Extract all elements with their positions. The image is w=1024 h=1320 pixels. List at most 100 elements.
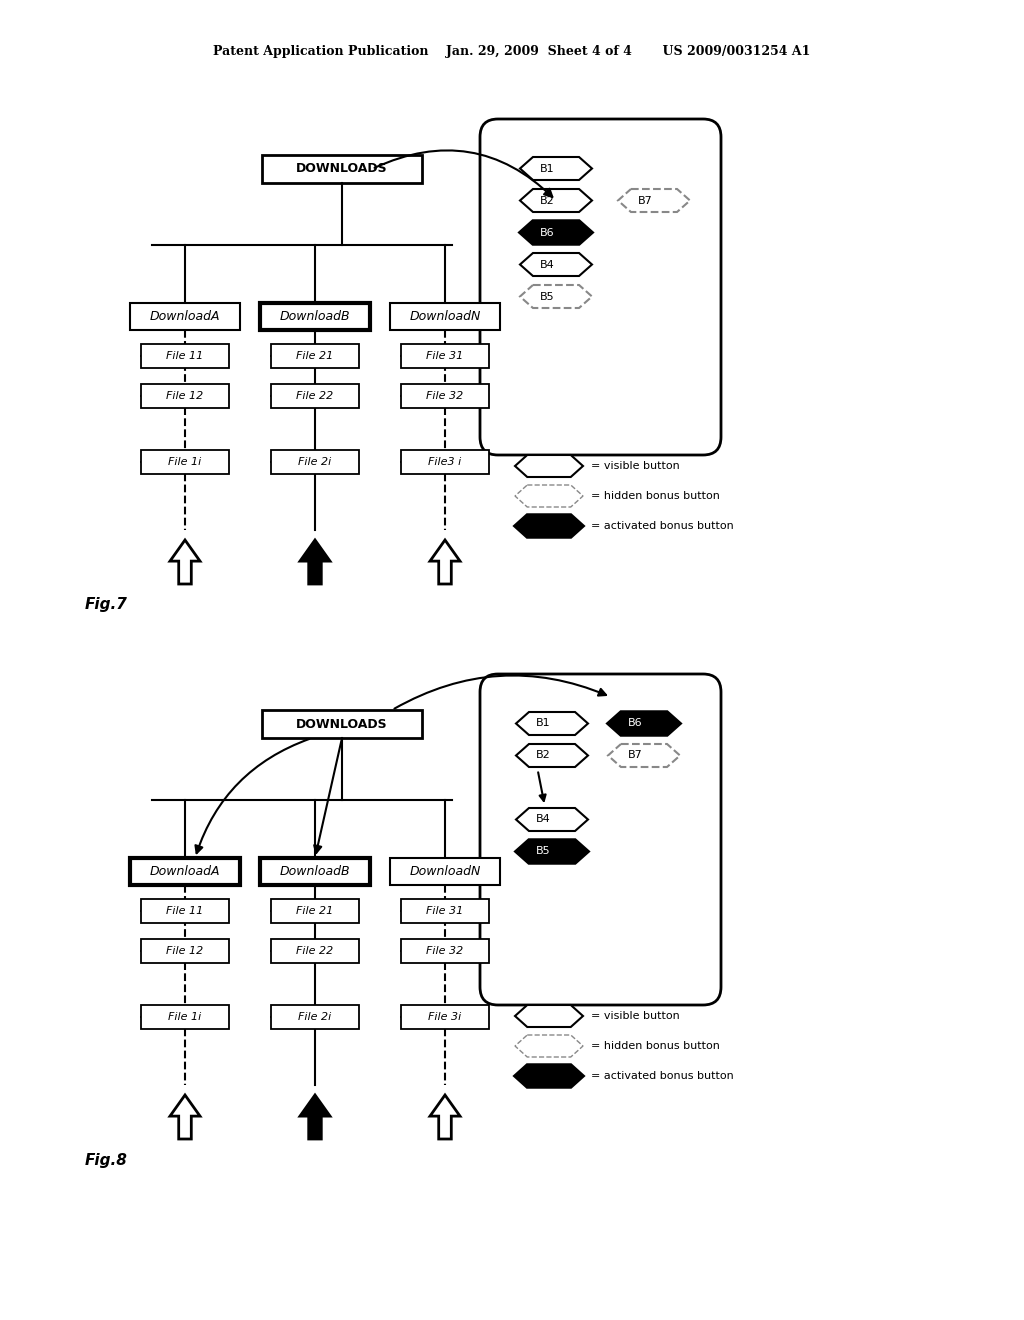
FancyBboxPatch shape <box>401 345 489 368</box>
Text: DownloadB: DownloadB <box>280 310 350 323</box>
FancyBboxPatch shape <box>141 939 229 964</box>
Polygon shape <box>520 220 592 244</box>
Text: File 22: File 22 <box>296 391 334 401</box>
Polygon shape <box>515 515 583 537</box>
Text: File 11: File 11 <box>166 351 204 360</box>
Polygon shape <box>170 540 200 583</box>
Text: B6: B6 <box>628 718 643 729</box>
FancyBboxPatch shape <box>401 939 489 964</box>
Text: File 12: File 12 <box>166 391 204 401</box>
Polygon shape <box>170 1096 200 1139</box>
Text: DownloadN: DownloadN <box>410 310 480 323</box>
Polygon shape <box>515 1005 583 1027</box>
FancyBboxPatch shape <box>401 899 489 923</box>
Polygon shape <box>520 285 592 308</box>
FancyBboxPatch shape <box>260 304 370 330</box>
Polygon shape <box>515 1065 583 1086</box>
FancyBboxPatch shape <box>271 345 359 368</box>
FancyBboxPatch shape <box>141 899 229 923</box>
FancyBboxPatch shape <box>390 304 500 330</box>
Text: DownloadN: DownloadN <box>410 865 480 878</box>
Polygon shape <box>520 157 592 180</box>
Polygon shape <box>515 1035 583 1057</box>
Text: File 32: File 32 <box>426 946 464 956</box>
Text: B6: B6 <box>540 227 555 238</box>
Text: File 31: File 31 <box>426 351 464 360</box>
FancyArrowPatch shape <box>539 772 546 801</box>
Text: File 22: File 22 <box>296 946 334 956</box>
Text: File 2i: File 2i <box>298 1012 332 1022</box>
FancyBboxPatch shape <box>401 1005 489 1030</box>
FancyBboxPatch shape <box>401 384 489 408</box>
Text: B1: B1 <box>536 718 551 729</box>
Text: = activated bonus button: = activated bonus button <box>591 1071 734 1081</box>
FancyBboxPatch shape <box>480 675 721 1005</box>
Text: File 2i: File 2i <box>298 457 332 467</box>
FancyArrowPatch shape <box>375 150 552 197</box>
Text: File 31: File 31 <box>426 906 464 916</box>
Text: File 21: File 21 <box>296 351 334 360</box>
Text: DownloadB: DownloadB <box>280 865 350 878</box>
FancyBboxPatch shape <box>271 1005 359 1030</box>
Polygon shape <box>516 840 588 863</box>
Polygon shape <box>618 189 690 213</box>
Text: = hidden bonus button: = hidden bonus button <box>591 491 720 502</box>
Polygon shape <box>516 808 588 832</box>
Text: Fig.7: Fig.7 <box>85 598 128 612</box>
Text: = visible button: = visible button <box>591 461 680 471</box>
FancyBboxPatch shape <box>271 939 359 964</box>
FancyBboxPatch shape <box>130 304 240 330</box>
Text: File3 i: File3 i <box>428 457 462 467</box>
FancyBboxPatch shape <box>262 710 422 738</box>
Text: File 1i: File 1i <box>168 1012 202 1022</box>
Polygon shape <box>300 1096 330 1139</box>
Text: File 1i: File 1i <box>168 457 202 467</box>
FancyArrowPatch shape <box>314 741 341 853</box>
Polygon shape <box>300 540 330 583</box>
Text: B7: B7 <box>638 195 652 206</box>
Text: Fig.8: Fig.8 <box>85 1152 128 1167</box>
Text: B5: B5 <box>536 846 551 857</box>
Text: DOWNLOADS: DOWNLOADS <box>296 162 388 176</box>
FancyBboxPatch shape <box>262 154 422 183</box>
FancyBboxPatch shape <box>141 384 229 408</box>
Text: B2: B2 <box>540 195 555 206</box>
FancyBboxPatch shape <box>141 1005 229 1030</box>
Text: File 32: File 32 <box>426 391 464 401</box>
Text: = activated bonus button: = activated bonus button <box>591 521 734 531</box>
Polygon shape <box>608 711 680 735</box>
Polygon shape <box>515 455 583 477</box>
Polygon shape <box>520 189 592 213</box>
FancyBboxPatch shape <box>480 119 721 455</box>
FancyBboxPatch shape <box>130 858 240 884</box>
FancyBboxPatch shape <box>141 345 229 368</box>
FancyArrowPatch shape <box>394 676 606 709</box>
FancyBboxPatch shape <box>260 858 370 884</box>
Text: File 11: File 11 <box>166 906 204 916</box>
Text: B5: B5 <box>540 292 555 301</box>
Polygon shape <box>430 1096 460 1139</box>
FancyBboxPatch shape <box>271 450 359 474</box>
Text: DownloadA: DownloadA <box>150 865 220 878</box>
Text: = visible button: = visible button <box>591 1011 680 1020</box>
Polygon shape <box>608 744 680 767</box>
Text: File 12: File 12 <box>166 946 204 956</box>
FancyArrowPatch shape <box>196 739 309 853</box>
FancyBboxPatch shape <box>271 384 359 408</box>
Polygon shape <box>520 253 592 276</box>
Text: Patent Application Publication    Jan. 29, 2009  Sheet 4 of 4       US 2009/0031: Patent Application Publication Jan. 29, … <box>213 45 811 58</box>
FancyBboxPatch shape <box>141 450 229 474</box>
Text: DOWNLOADS: DOWNLOADS <box>296 718 388 730</box>
Text: B7: B7 <box>628 751 643 760</box>
FancyBboxPatch shape <box>390 858 500 884</box>
Polygon shape <box>516 711 588 735</box>
Text: B2: B2 <box>536 751 551 760</box>
Text: B4: B4 <box>540 260 555 269</box>
Text: DownloadA: DownloadA <box>150 310 220 323</box>
Polygon shape <box>430 540 460 583</box>
Text: B4: B4 <box>536 814 551 825</box>
Text: = hidden bonus button: = hidden bonus button <box>591 1041 720 1051</box>
Text: B1: B1 <box>540 164 555 173</box>
Polygon shape <box>515 484 583 507</box>
FancyBboxPatch shape <box>271 899 359 923</box>
